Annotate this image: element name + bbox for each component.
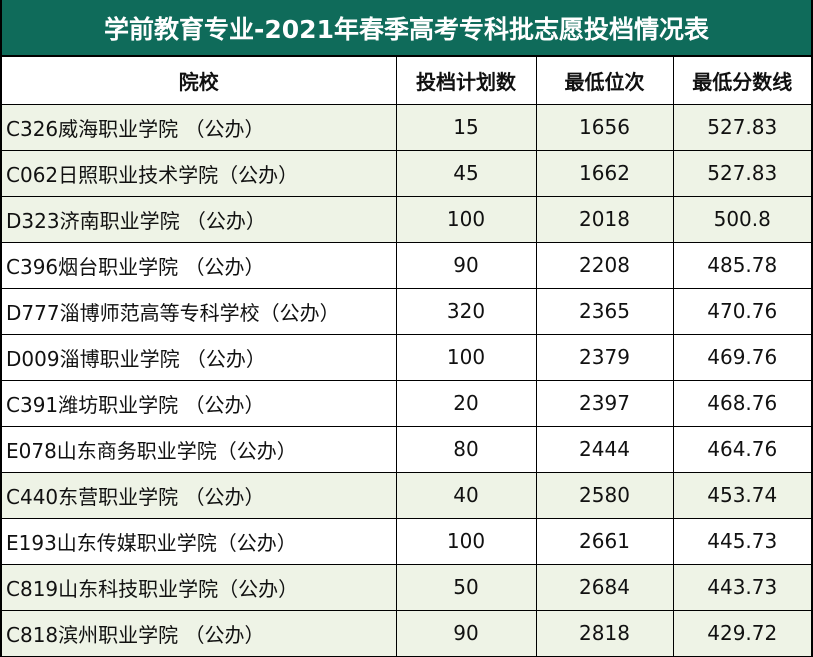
min-score-cell: 469.76 [672, 333, 811, 381]
table-row: D777淄博师范高等专科学校（公办） 320 2365 470.76 [2, 287, 811, 335]
table-row: C819山东科技职业学院（公办） 50 2684 443.73 [2, 563, 811, 611]
min-score-cell: 527.83 [672, 149, 811, 197]
plan-count-cell: 100 [395, 517, 537, 565]
school-cell: D323济南职业学院 （公办） [2, 195, 397, 243]
min-rank-cell: 2365 [535, 287, 674, 335]
min-score-cell: 485.78 [672, 241, 811, 289]
min-rank-cell: 2397 [535, 379, 674, 427]
header-min-rank: 最低位次 [535, 57, 674, 105]
school-cell: C396烟台职业学院 （公办） [2, 241, 397, 289]
header-row: 院校 投档计划数 最低位次 最低分数线 [2, 57, 811, 105]
table-row: C391潍坊职业学院 （公办） 20 2397 468.76 [2, 379, 811, 427]
min-score-cell: 500.8 [672, 195, 811, 243]
min-rank-cell: 2379 [535, 333, 674, 381]
min-score-cell: 443.73 [672, 563, 811, 611]
admission-table: 院校 投档计划数 最低位次 最低分数线 C326威海职业学院 （公办） 15 165… [2, 57, 811, 656]
plan-count-cell: 100 [395, 333, 537, 381]
header-plan-count: 投档计划数 [395, 57, 537, 105]
school-cell: C391潍坊职业学院 （公办） [2, 379, 397, 427]
header-school: 院校 [2, 57, 397, 105]
min-score-cell: 527.83 [672, 103, 811, 151]
min-score-cell: 470.76 [672, 287, 811, 335]
min-score-cell: 429.72 [672, 609, 811, 656]
min-rank-cell: 2661 [535, 517, 674, 565]
school-cell: D009淄博职业学院 （公办） [2, 333, 397, 381]
min-rank-cell: 1662 [535, 149, 674, 197]
min-score-cell: 468.76 [672, 379, 811, 427]
table-row: E193山东传媒职业学院（公办） 100 2661 445.73 [2, 517, 811, 565]
table-row: E078山东商务职业学院（公办） 80 2444 464.76 [2, 425, 811, 473]
table-body: C326威海职业学院 （公办） 15 1656 527.83 C062日照职业技术学院（… [2, 103, 811, 656]
min-score-cell: 464.76 [672, 425, 811, 473]
min-score-cell: 445.73 [672, 517, 811, 565]
plan-count-cell: 15 [395, 103, 537, 151]
plan-count-cell: 90 [395, 241, 537, 289]
header-min-score: 最低分数线 [672, 57, 811, 105]
school-cell: E193山东传媒职业学院（公办） [2, 517, 397, 565]
plan-count-cell: 45 [395, 149, 537, 197]
table-row: C326威海职业学院 （公办） 15 1656 527.83 [2, 103, 811, 151]
school-cell: E078山东商务职业学院（公办） [2, 425, 397, 473]
table-row: C062日照职业技术学院（公办） 45 1662 527.83 [2, 149, 811, 197]
school-cell: D777淄博师范高等专科学校（公办） [2, 287, 397, 335]
min-rank-cell: 2684 [535, 563, 674, 611]
table-row: C818滨州职业学院 （公办） 90 2818 429.72 [2, 609, 811, 656]
plan-count-cell: 100 [395, 195, 537, 243]
plan-count-cell: 80 [395, 425, 537, 473]
min-rank-cell: 2580 [535, 471, 674, 519]
school-cell: C062日照职业技术学院（公办） [2, 149, 397, 197]
min-rank-cell: 1656 [535, 103, 674, 151]
school-cell: C440东营职业学院 （公办） [2, 471, 397, 519]
plan-count-cell: 50 [395, 563, 537, 611]
school-cell: C818滨州职业学院 （公办） [2, 609, 397, 656]
min-rank-cell: 2208 [535, 241, 674, 289]
plan-count-cell: 90 [395, 609, 537, 656]
table-title: 学前教育专业-2021年春季高考专科批志愿投档情况表 [2, 0, 811, 57]
min-score-cell: 453.74 [672, 471, 811, 519]
min-rank-cell: 2444 [535, 425, 674, 473]
plan-count-cell: 20 [395, 379, 537, 427]
min-rank-cell: 2818 [535, 609, 674, 656]
school-cell: C819山东科技职业学院（公办） [2, 563, 397, 611]
table-row: D323济南职业学院 （公办） 100 2018 500.8 [2, 195, 811, 243]
table-row: C440东营职业学院 （公办） 40 2580 453.74 [2, 471, 811, 519]
min-rank-cell: 2018 [535, 195, 674, 243]
table-row: D009淄博职业学院 （公办） 100 2379 469.76 [2, 333, 811, 381]
plan-count-cell: 320 [395, 287, 537, 335]
plan-count-cell: 40 [395, 471, 537, 519]
table-row: C396烟台职业学院 （公办） 90 2208 485.78 [2, 241, 811, 289]
school-cell: C326威海职业学院 （公办） [2, 103, 397, 151]
